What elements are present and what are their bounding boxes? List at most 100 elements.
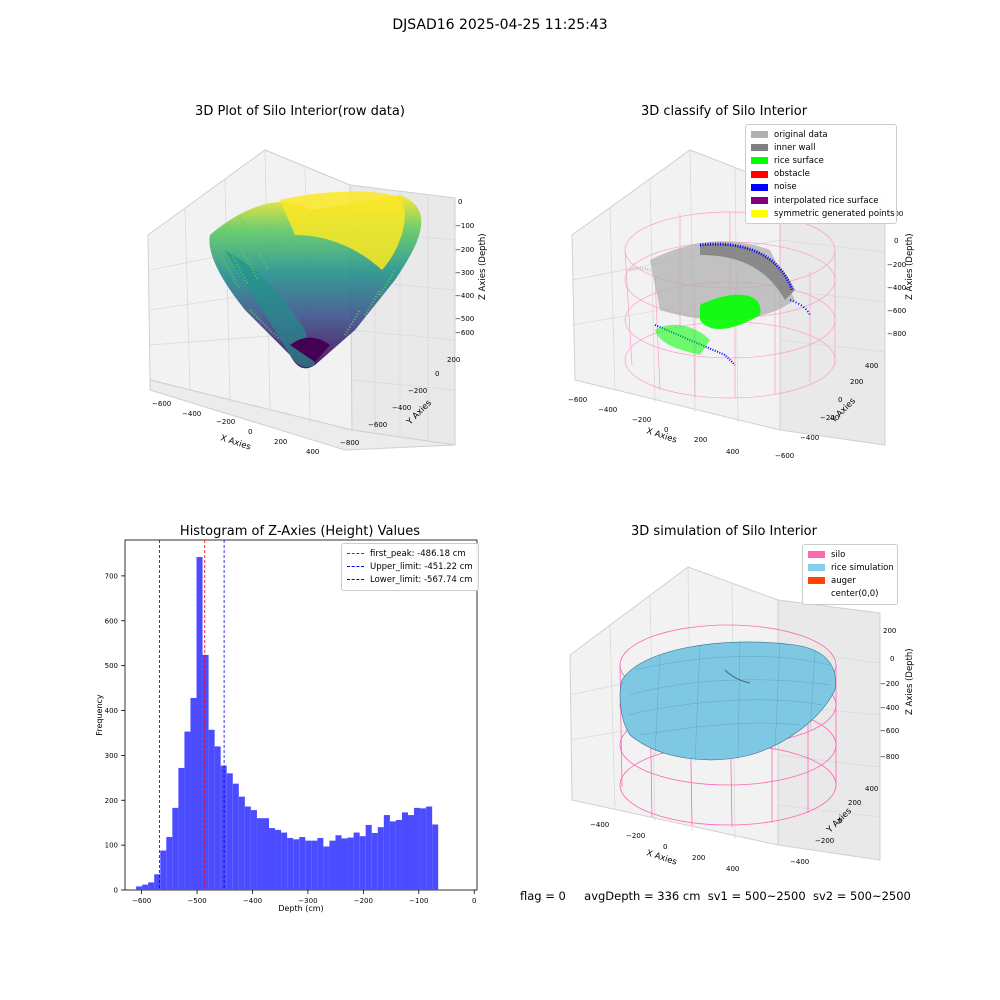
y-tick-label: 0 <box>114 887 118 895</box>
legend-swatch <box>808 564 825 572</box>
x-tick: 400 <box>726 448 739 456</box>
x-tick: 200 <box>274 438 287 446</box>
z-tick: −600 <box>880 727 899 735</box>
histogram-bar <box>202 654 209 890</box>
z-tick: 0 <box>458 198 462 206</box>
legend-label: obstacle <box>774 169 810 180</box>
x-tick: 0 <box>248 428 252 436</box>
legend-swatch <box>808 590 825 598</box>
z-tick-labels: 200 0 −200 −400 −600 −800 <box>887 210 906 338</box>
histogram-bar <box>407 815 415 890</box>
histogram-chart: −600 −500 −400 −300 −200 −100 0 0 100 200 300 400 50… <box>95 539 478 913</box>
legend-item: rice simulation <box>808 561 894 574</box>
legend-label: noise <box>774 182 797 193</box>
x-tick: 400 <box>306 448 319 456</box>
histogram-bar <box>232 783 239 890</box>
legend-item: interpolated rice surface <box>751 194 891 207</box>
y-tick: −200 <box>815 837 834 845</box>
z-tick: 0 <box>894 237 898 245</box>
legend-label: first_peak: -486.18 cm <box>370 548 466 559</box>
z-tick: 0 <box>890 655 894 663</box>
z-tick: −400 <box>880 704 899 712</box>
histogram-bar <box>341 838 348 890</box>
histogram-bar <box>160 850 167 890</box>
figure-title: DJSAD16 2025-04-25 11:25:43 <box>392 17 608 33</box>
histogram-bar <box>154 874 161 890</box>
y-axis-label: Frequency <box>95 694 104 736</box>
legend-item: Upper_limit: -451.22 cm <box>347 560 473 573</box>
z-tick: −500 <box>455 315 474 323</box>
x-axis-label: X Axies <box>645 426 678 445</box>
histogram-bar <box>287 837 294 890</box>
z-tick: −400 <box>887 284 906 292</box>
legend-swatch <box>751 197 768 205</box>
histogram-bar <box>172 807 179 890</box>
y-tick: 400 <box>865 362 878 370</box>
y-tick-label: 200 <box>105 797 118 805</box>
y-tick: 0 <box>435 370 439 378</box>
z-axis-label: Z Axies (Depth) <box>905 233 915 300</box>
histogram-bar <box>389 821 396 890</box>
histogram-bar <box>317 837 324 890</box>
legend-swatch <box>751 144 768 152</box>
histogram-bar <box>262 818 270 890</box>
histogram-axes: −600 −500 −400 −300 −200 −100 0 0 100 200 300 400 50… <box>105 572 477 905</box>
z-tick: −600 <box>455 329 474 337</box>
legend-item: inner wall <box>751 141 891 154</box>
x-tick-labels: −600 −400 −200 0 200 400 <box>568 396 739 456</box>
classify-plot-title: 3D classify of Silo Interior <box>640 104 808 119</box>
legend-line <box>347 579 364 581</box>
histogram-bar <box>190 697 197 890</box>
y-tick-label: 400 <box>105 707 118 715</box>
z-tick: −200 <box>880 680 899 688</box>
legend-line <box>347 566 364 568</box>
z-tick: −600 <box>887 307 906 315</box>
histogram-bar <box>426 806 433 890</box>
histogram-bar <box>269 828 276 890</box>
z-tick: −200 <box>455 246 474 254</box>
z-tick-labels: 200 0 −200 −400 −600 −800 <box>880 627 899 761</box>
y-tick-label: 700 <box>105 572 118 580</box>
histogram-bar <box>371 833 378 890</box>
z-tick: −800 <box>887 330 906 338</box>
x-tick: 200 <box>694 436 707 444</box>
histogram-legend: first_peak: -486.18 cm Upper_limit: -451… <box>341 543 479 591</box>
histogram-bar <box>275 829 282 890</box>
sv2-value: sv2 = 500~2500 <box>812 889 911 903</box>
legend-item: obstacle <box>751 168 891 181</box>
x-tick-label: −100 <box>409 897 428 905</box>
legend-item: symmetric generated points <box>751 207 895 220</box>
histogram-bar <box>347 837 354 890</box>
y-tick: 200 <box>848 799 861 807</box>
y-tick: −200 <box>408 387 427 395</box>
y-tick: −800 <box>340 439 359 447</box>
z-axis-label: Z Axies (Depth) <box>478 233 488 300</box>
y-tick: 0 <box>838 396 842 404</box>
x-tick-label: 0 <box>472 897 476 905</box>
raw-3d-plot: −600 −400 −200 0 200 400 −800 −600 −400 … <box>147 149 488 456</box>
histogram-bar <box>208 729 215 890</box>
legend-label: auger <box>831 575 856 586</box>
legend-swatch <box>808 551 825 559</box>
histogram-bar <box>311 840 318 890</box>
avg-depth-value: avgDepth = 336 cm <box>584 889 701 903</box>
simulation-plot-title: 3D simulation of Silo Interior <box>631 524 817 539</box>
x-tick: −200 <box>632 416 651 424</box>
legend-swatch <box>751 157 768 165</box>
histogram-bar <box>250 810 257 890</box>
x-tick: −400 <box>590 821 609 829</box>
histogram-bar <box>323 846 330 890</box>
legend-swatch <box>751 170 768 178</box>
y-tick-label: 300 <box>105 752 118 760</box>
legend-item: first_peak: -486.18 cm <box>347 547 473 560</box>
y-tick: −600 <box>368 421 387 429</box>
histogram-bar <box>281 832 288 890</box>
histogram-bar <box>401 812 408 890</box>
classify-legend: original data inner wall rice surface ob… <box>745 124 897 225</box>
y-tick: −400 <box>392 404 411 412</box>
z-tick: −800 <box>880 753 899 761</box>
histogram-bar <box>377 827 384 890</box>
legend-swatch <box>751 183 768 191</box>
sv1-value: sv1 = 500~2500 <box>707 889 806 903</box>
rice-simulation-surface <box>619 640 836 763</box>
